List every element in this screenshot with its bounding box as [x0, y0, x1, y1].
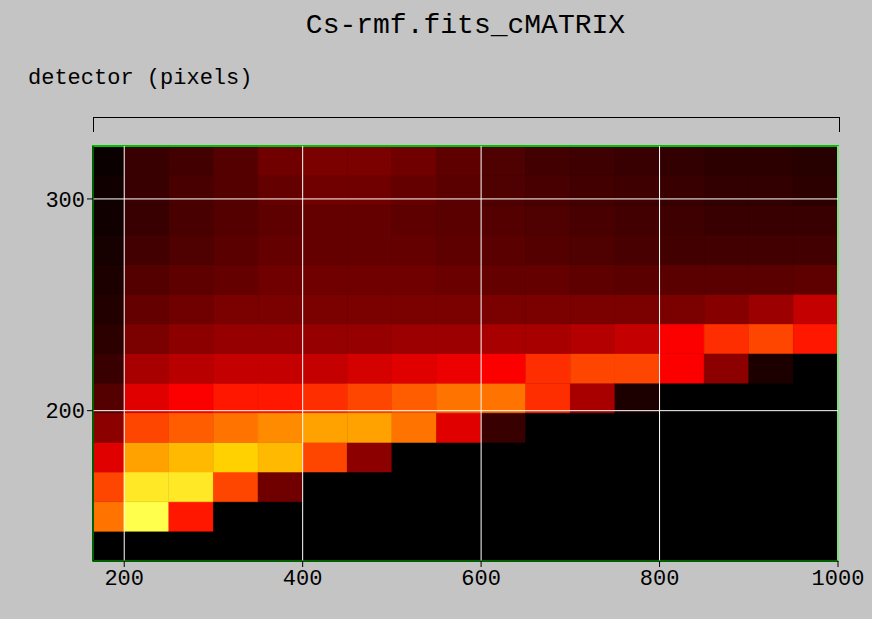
html-text:detector (pixels): detector (pixels)	[28, 66, 253, 91]
svg-text:200: 200	[45, 400, 85, 425]
svg-text:200: 200	[104, 567, 144, 592]
svg-text:1000: 1000	[812, 567, 865, 592]
html-text:Cs-rmf.fits_cMATRIX: Cs-rmf.fits_cMATRIX	[305, 10, 626, 41]
svg-text:400: 400	[283, 567, 323, 592]
svg-text:300: 300	[45, 189, 85, 214]
svg-text:800: 800	[640, 567, 680, 592]
svg-text:600: 600	[461, 567, 501, 592]
